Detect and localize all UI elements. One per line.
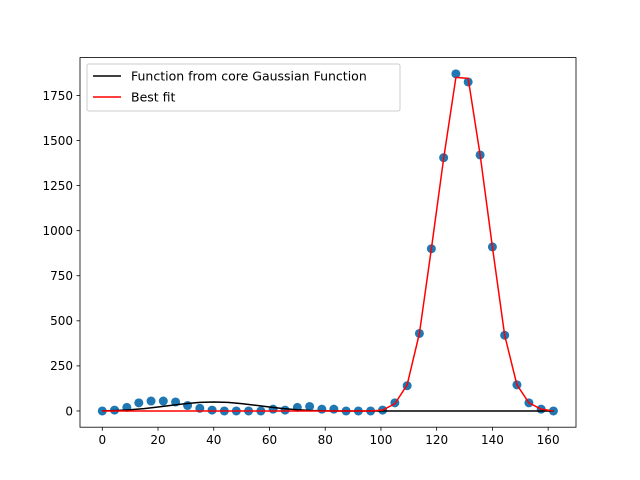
data-point xyxy=(451,69,461,79)
y-tick-label: 500 xyxy=(50,314,73,328)
x-tick-label: 60 xyxy=(262,433,277,447)
y-tick-label: 0 xyxy=(65,404,73,418)
x-tick-label: 160 xyxy=(537,433,560,447)
data-point xyxy=(305,401,315,411)
y-tick-label: 1000 xyxy=(42,224,73,238)
data-point xyxy=(183,401,193,411)
data-point xyxy=(146,396,156,406)
x-tick-label: 120 xyxy=(425,433,448,447)
legend-label-gaussian: Function from core Gaussian Function xyxy=(131,69,367,84)
data-point xyxy=(329,404,339,414)
legend-label-best-fit: Best fit xyxy=(131,90,176,105)
y-tick-label: 1750 xyxy=(42,89,73,103)
series-line-gaussian xyxy=(102,401,554,412)
data-point xyxy=(317,404,327,414)
axis-ticks: 0 20 40 60 80 100 120 140 160 0 250 500 750 1000 1250 1… xyxy=(42,89,559,447)
x-tick-label: 0 xyxy=(98,433,106,447)
data-point xyxy=(134,398,144,408)
x-tick-label: 140 xyxy=(481,433,504,447)
axes-frame xyxy=(79,57,577,428)
y-tick-label: 1500 xyxy=(42,134,73,148)
x-tick-label: 100 xyxy=(369,433,392,447)
x-tick-label: 40 xyxy=(206,433,221,447)
data-point xyxy=(280,405,290,415)
y-tick-label: 1250 xyxy=(42,179,73,193)
legend-box xyxy=(86,63,401,112)
data-point xyxy=(207,405,217,415)
data-point xyxy=(158,396,168,406)
data-point xyxy=(268,404,278,414)
plot-area xyxy=(97,69,558,416)
x-tick-label: 80 xyxy=(318,433,333,447)
y-tick-label: 250 xyxy=(50,359,73,373)
legend: Function from core Gaussian Function Bes… xyxy=(86,63,401,112)
y-tick-label: 750 xyxy=(50,269,73,283)
x-tick-label: 20 xyxy=(150,433,165,447)
series-line-best-fit xyxy=(102,76,554,412)
